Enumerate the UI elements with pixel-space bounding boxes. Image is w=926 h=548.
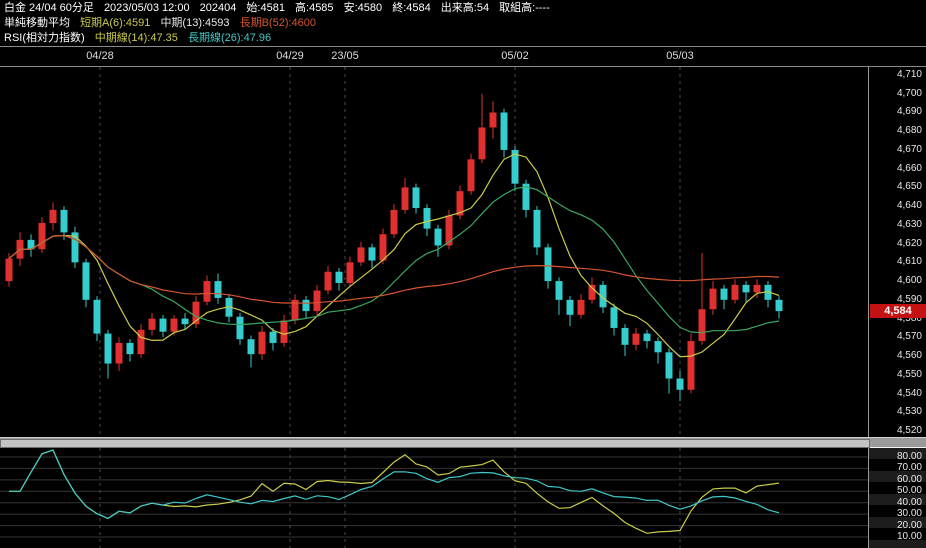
chart-header: 白金 24/04 60分足 2023/05/03 12:00 202404 始:… bbox=[0, 0, 926, 46]
open-interest-value: 取組高:---- bbox=[499, 2, 550, 14]
candlestick-canvas[interactable] bbox=[0, 67, 868, 437]
price-tick-label: 4,550 bbox=[896, 368, 922, 380]
price-tick-label: 4,660 bbox=[896, 162, 922, 174]
low-value: 安:4580 bbox=[343, 2, 383, 14]
rsi-tick-label: 10.00 bbox=[896, 531, 922, 542]
time-axis: 04/28 04/29 23/05 05/02 05/03 bbox=[0, 46, 926, 67]
price-tick-label: 4,520 bbox=[896, 425, 922, 436]
rsi-mid-legend: 中期線(14):47.35 bbox=[94, 32, 178, 44]
price-tick-label: 4,700 bbox=[896, 87, 922, 99]
price-tick-label: 4,690 bbox=[896, 106, 922, 118]
open-value: 始:4581 bbox=[246, 2, 285, 14]
price-tick-label: 4,600 bbox=[896, 275, 922, 287]
quote-datetime: 2023/05/03 12:00 bbox=[103, 2, 190, 14]
rsi-canvas[interactable] bbox=[0, 448, 868, 548]
horizontal-scrollbar[interactable] bbox=[0, 437, 926, 448]
price-tick-label: 4,610 bbox=[896, 256, 922, 268]
price-tick-label: 4,670 bbox=[896, 143, 922, 155]
price-tick-label: 4,570 bbox=[896, 331, 922, 343]
rsi-tick-label: 50.00 bbox=[896, 485, 922, 497]
rsi-tick-label: 20.00 bbox=[896, 519, 922, 531]
time-axis-label: 04/29 bbox=[276, 50, 304, 62]
price-tick-label: 4,710 bbox=[896, 69, 922, 80]
rsi-legend-row: RSI(相対力指数) 中期線(14):47.35 長期線(26):47.96 bbox=[4, 31, 922, 46]
ma-legend-label: 単純移動平均 bbox=[4, 17, 70, 29]
rsi-tick-label: 70.00 bbox=[896, 462, 922, 474]
quote-info-row: 白金 24/04 60分足 2023/05/03 12:00 202404 始:… bbox=[4, 1, 922, 16]
ma-mid-legend: 中期(13):4593 bbox=[160, 17, 230, 29]
time-axis-label: 23/05 bbox=[331, 50, 359, 62]
rsi-tick-label: 40.00 bbox=[896, 496, 922, 508]
price-tick-label: 4,530 bbox=[896, 406, 922, 418]
price-axis: 4,710 4,700 4,690 4,680 4,670 4,660 4,650 4,640… bbox=[868, 67, 926, 437]
time-axis-label: 04/28 bbox=[86, 50, 114, 62]
rsi-legend-label: RSI(相対力指数) bbox=[4, 32, 85, 44]
price-tick-label: 4,580 bbox=[896, 312, 922, 324]
price-tick-label: 4,540 bbox=[896, 387, 922, 399]
last-price-badge: 4,584 bbox=[870, 304, 926, 319]
rsi-long-legend: 長期線(26):47.96 bbox=[187, 32, 272, 44]
close-value: 終:4584 bbox=[392, 2, 431, 14]
contract-month: 202404 bbox=[199, 2, 237, 14]
price-tick-label: 4,620 bbox=[896, 237, 922, 249]
price-tick-label: 4,590 bbox=[896, 293, 922, 305]
price-tick-label: 4,680 bbox=[896, 125, 922, 137]
ma-long-legend: 長期B(52):4600 bbox=[239, 17, 317, 29]
high-value: 高:4585 bbox=[295, 2, 334, 14]
time-axis-label: 05/02 bbox=[501, 50, 529, 62]
scrollbar-thumb[interactable] bbox=[0, 439, 870, 448]
symbol-title: 白金 24/04 60分足 bbox=[4, 2, 94, 14]
time-axis-label: 05/03 bbox=[666, 50, 694, 62]
ma-legend-row: 単純移動平均 短期A(6):4591 中期(13):4593 長期B(52):4… bbox=[4, 16, 922, 31]
price-tick-label: 4,630 bbox=[896, 218, 922, 230]
ma-short-legend: 短期A(6):4591 bbox=[80, 17, 151, 29]
main-chart-area[interactable] bbox=[0, 67, 868, 437]
rsi-tick-label: 30.00 bbox=[896, 508, 922, 520]
price-tick-label: 4,560 bbox=[896, 350, 922, 362]
price-tick-label: 4,650 bbox=[896, 181, 922, 193]
volume-value: 出来高:54 bbox=[440, 2, 490, 14]
rsi-panel[interactable] bbox=[0, 448, 868, 548]
rsi-tick-label: 80.00 bbox=[896, 451, 922, 462]
rsi-tick-label: 60.00 bbox=[896, 473, 922, 485]
rsi-axis: 80.00 70.00 60.00 50.00 40.00 30.00 20.00 10.00 bbox=[868, 448, 926, 548]
price-tick-label: 4,640 bbox=[896, 200, 922, 212]
